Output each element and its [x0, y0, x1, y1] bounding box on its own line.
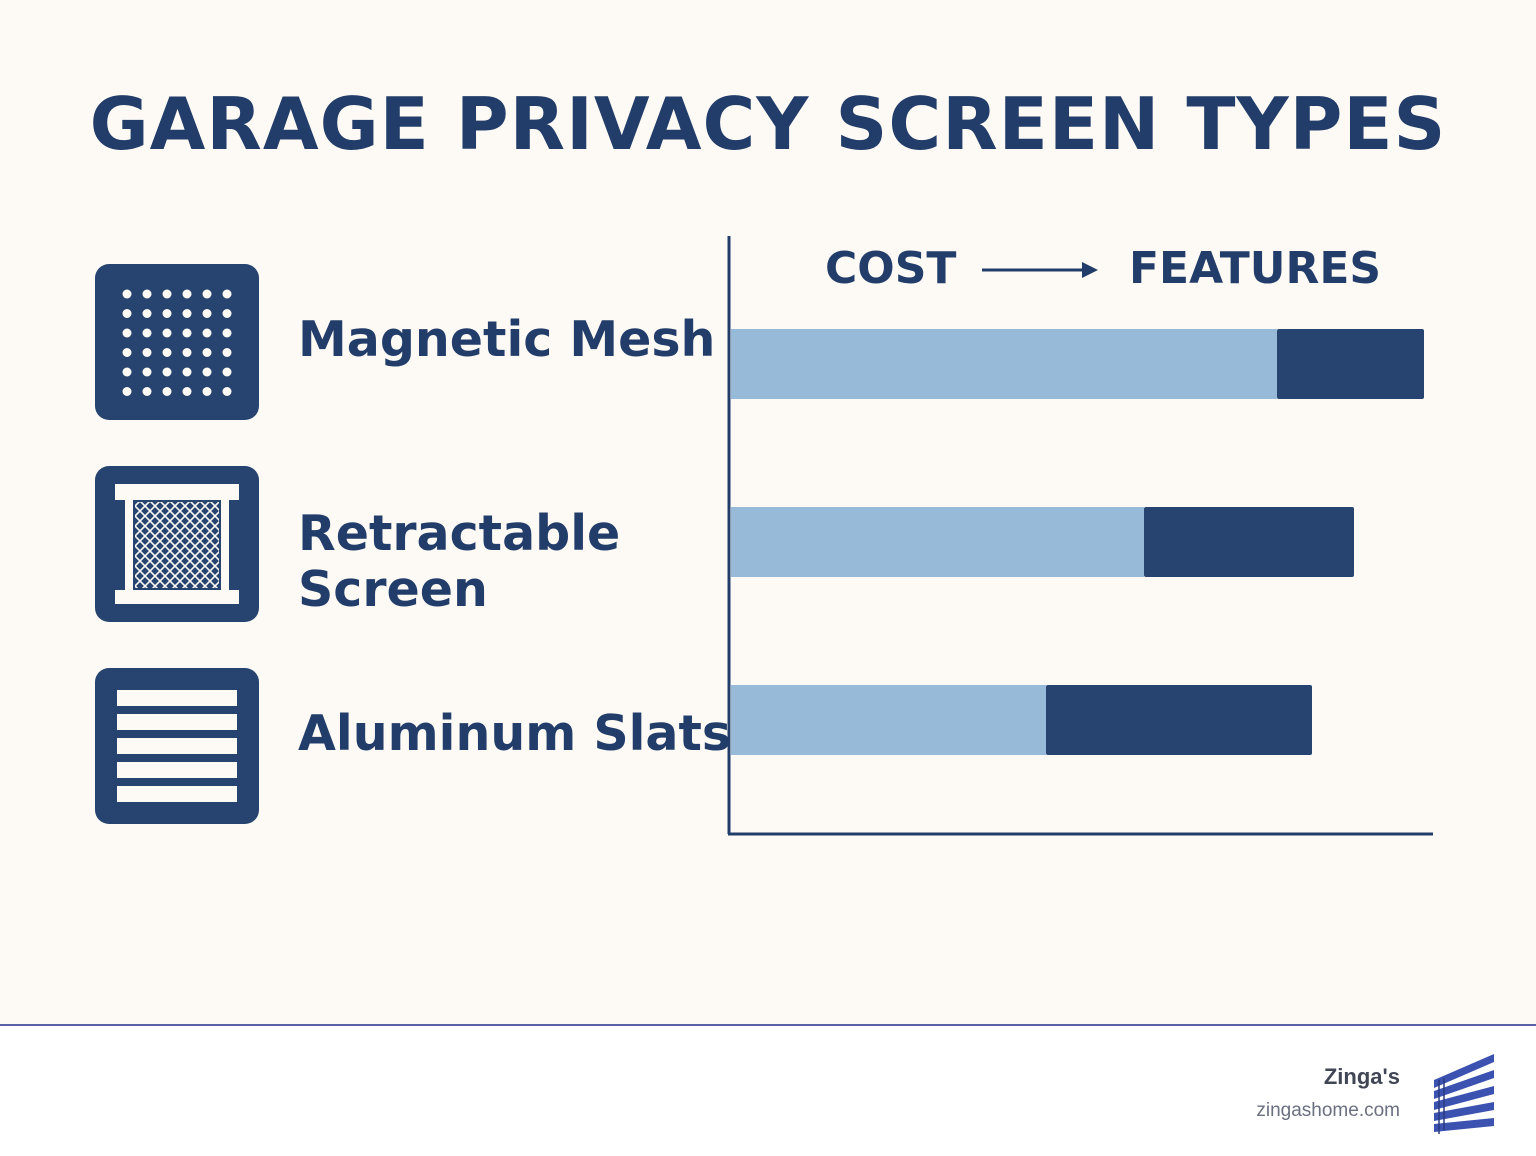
bar-cost-retractable-screen	[731, 507, 1144, 577]
mesh-dot	[142, 348, 152, 357]
mesh-dot	[142, 387, 152, 396]
mesh-dot	[122, 348, 132, 357]
item-label-magnetic-mesh: Magnetic Mesh	[298, 311, 716, 368]
mesh-dot	[122, 328, 132, 338]
footer: Zinga's zingashome.com	[0, 1024, 1536, 1156]
bar-features-magnetic-mesh	[1277, 329, 1424, 399]
mesh-dot	[222, 367, 232, 377]
item-label-retractable-screen: Retractable Screen	[298, 505, 621, 618]
bar-chart	[727, 236, 1433, 836]
mesh-dot	[202, 348, 212, 357]
mesh-dot	[202, 309, 212, 318]
magnetic-mesh-icon	[95, 264, 259, 420]
chart-header-cost: COST	[825, 243, 957, 294]
mesh-dot	[142, 328, 152, 338]
mesh-dot	[122, 289, 132, 299]
bar-features-aluminum-slats	[1046, 685, 1312, 755]
brand-name: Zinga's	[1323, 1064, 1400, 1089]
mesh-dot	[202, 289, 212, 299]
mesh-dot	[202, 328, 212, 338]
mesh-dot	[222, 289, 232, 299]
zingas-blinds-logo-icon	[1434, 1054, 1494, 1134]
mesh-dot	[222, 348, 232, 357]
mesh-dot	[122, 387, 132, 396]
mesh-dot	[182, 367, 192, 377]
aluminum-slats-icon	[95, 668, 259, 824]
mesh-dot	[162, 289, 172, 299]
mesh-dot	[142, 289, 152, 299]
page-title: GARAGE PRIVACY SCREEN TYPES	[89, 82, 1447, 166]
mesh-dot	[182, 309, 192, 318]
brand-url[interactable]: zingashome.com	[1256, 1100, 1400, 1121]
mesh-dot	[222, 328, 232, 338]
mesh-dot	[202, 367, 212, 377]
item-label-aluminum-slats: Aluminum Slats	[298, 705, 732, 762]
mesh-dot	[162, 348, 172, 357]
bar-features-retractable-screen	[1144, 507, 1354, 577]
mesh-dot	[182, 289, 192, 299]
mesh-dot	[122, 367, 132, 377]
mesh-dot	[162, 309, 172, 318]
chart-header-features: FEATURES	[1129, 243, 1382, 294]
mesh-dot	[162, 367, 172, 377]
bar-cost-magnetic-mesh	[731, 329, 1277, 399]
arrow-right-icon	[982, 262, 1098, 278]
mesh-dot	[222, 309, 232, 318]
retractable-screen-icon	[95, 466, 259, 622]
mesh-dot	[142, 309, 152, 318]
mesh-dot	[182, 387, 192, 396]
mesh-dot	[162, 387, 172, 396]
mesh-dot	[182, 328, 192, 338]
mesh-dot	[202, 387, 212, 396]
mesh-dot	[162, 328, 172, 338]
mesh-dot	[142, 367, 152, 377]
mesh-dot	[182, 348, 192, 357]
mesh-dot	[122, 309, 132, 318]
bar-cost-aluminum-slats	[731, 685, 1046, 755]
mesh-dot	[222, 387, 232, 396]
